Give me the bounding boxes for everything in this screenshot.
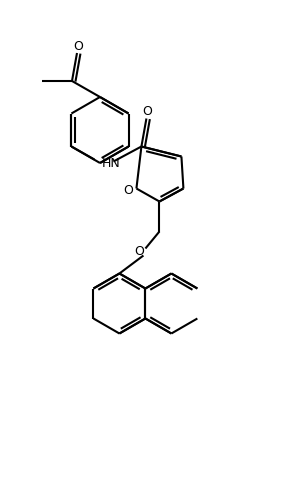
Text: HN: HN xyxy=(102,157,120,170)
Text: O: O xyxy=(135,245,144,258)
Text: O: O xyxy=(142,105,152,118)
Text: O: O xyxy=(124,184,133,197)
Text: O: O xyxy=(73,40,83,53)
